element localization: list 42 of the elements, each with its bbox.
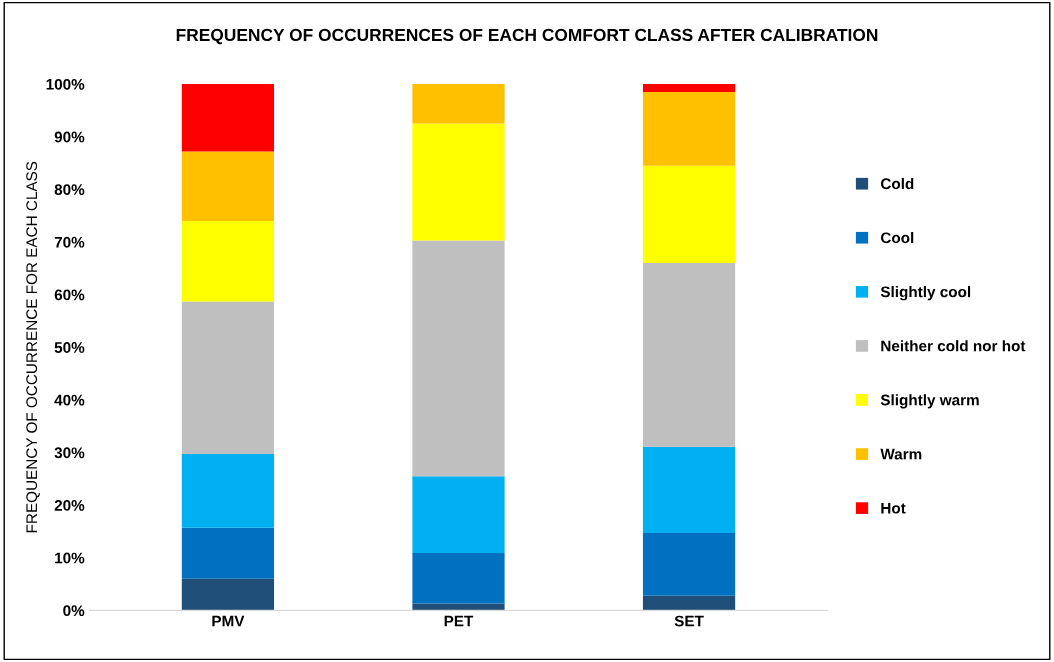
legend-label: Neither cold nor hot xyxy=(881,340,1026,352)
bar xyxy=(642,595,736,611)
bar xyxy=(412,84,505,124)
y-tick-label: 100% xyxy=(46,78,85,90)
legend-label: Slightly warm xyxy=(880,394,979,409)
x-tick-label: SET xyxy=(674,615,704,627)
legend-label: Cold xyxy=(880,177,914,190)
bar xyxy=(181,220,275,302)
x-tick-label: PMV xyxy=(212,615,245,627)
legend-label: Warm xyxy=(880,448,922,460)
bar xyxy=(181,578,275,611)
bar xyxy=(642,533,736,596)
bar xyxy=(412,553,505,604)
bar xyxy=(642,91,736,166)
y-tick-label: 80% xyxy=(54,184,85,196)
y-tick-label: 30% xyxy=(54,447,85,459)
y-tick-label: 40% xyxy=(54,394,85,406)
y-tick-label: 50% xyxy=(54,342,85,353)
y-tick-label: 20% xyxy=(54,499,85,511)
y-tick-label: 90% xyxy=(54,131,85,143)
y-axis-title: FREQUENCY OF OCCURRENCE FOR EACH CLASS xyxy=(26,161,40,533)
bar xyxy=(412,123,505,241)
legend-label: Slightly cool xyxy=(880,286,971,301)
bar xyxy=(412,476,505,553)
bar xyxy=(642,84,736,92)
x-tick-label: PET xyxy=(444,615,474,627)
bar xyxy=(642,165,736,264)
bar xyxy=(642,263,736,447)
y-tick-label: 0% xyxy=(63,605,85,617)
bar xyxy=(181,527,275,579)
y-tick-label: 60% xyxy=(54,289,85,301)
bar xyxy=(181,454,275,528)
bar xyxy=(181,84,275,152)
legend-label: Cool xyxy=(880,231,914,244)
y-tick-label: 10% xyxy=(55,552,85,564)
chart-title: FREQUENCY OF OCCURRENCES OF EACH COMFORT CLASS AFTER CALIBRATION xyxy=(176,28,878,45)
bar xyxy=(181,301,275,455)
bar xyxy=(412,240,505,477)
bar xyxy=(181,151,275,221)
y-tick-label: 70% xyxy=(54,236,85,248)
bar xyxy=(642,446,736,533)
legend-label: Hot xyxy=(881,502,906,514)
